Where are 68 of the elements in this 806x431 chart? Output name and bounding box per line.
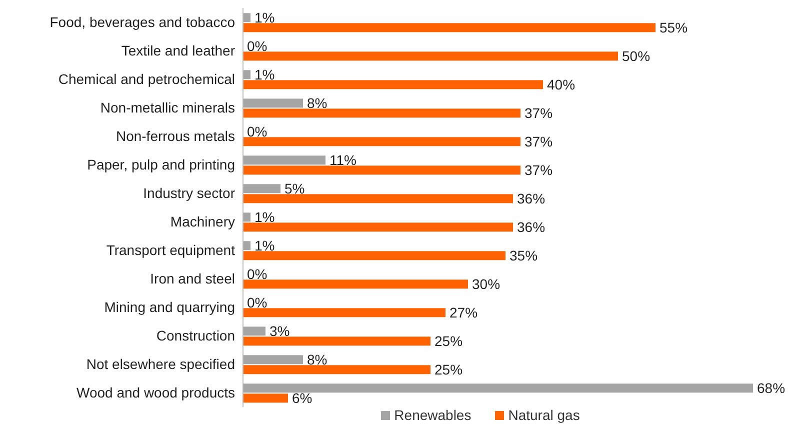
data-label: 0% — [247, 38, 268, 54]
bar — [243, 251, 506, 260]
data-label: 37% — [524, 134, 553, 150]
bar — [243, 98, 303, 108]
y-tick-label: Iron and steel — [150, 270, 235, 287]
y-tick-label: Wood and wood products — [76, 384, 235, 401]
data-label: 0% — [247, 266, 268, 282]
data-label: 8% — [307, 95, 328, 112]
data-label: 3% — [270, 323, 290, 340]
data-label: 27% — [450, 304, 478, 321]
bar — [243, 108, 520, 118]
y-tick-label: Textile and leather — [121, 42, 236, 59]
y-tick-label: Non-metallic minerals — [100, 100, 235, 116]
data-label: 0% — [247, 124, 268, 140]
bar — [243, 80, 543, 90]
data-label: 40% — [547, 76, 576, 93]
bar — [243, 336, 430, 346]
data-label: 30% — [472, 276, 500, 292]
bar — [243, 326, 266, 336]
legend-label: Natural gas — [507, 407, 580, 423]
data-label: 68% — [757, 380, 786, 396]
data-label: 8% — [307, 352, 328, 368]
bar — [243, 166, 520, 175]
data-label: 5% — [284, 180, 305, 197]
y-tick-label: Transport equipment — [106, 242, 236, 258]
data-label: 1% — [254, 238, 275, 254]
data-label: 37% — [524, 105, 553, 122]
data-label: 25% — [434, 362, 463, 378]
data-label: 1% — [254, 66, 275, 83]
data-label: 50% — [622, 48, 650, 64]
bar — [243, 280, 468, 289]
legend-label: Renewables — [393, 407, 472, 423]
bar — [243, 156, 326, 165]
bar — [243, 52, 618, 61]
y-tick-label: Non-ferrous metals — [116, 128, 235, 144]
data-label: 36% — [517, 219, 546, 236]
bar — [243, 13, 250, 22]
bar — [243, 212, 250, 222]
bar — [243, 308, 446, 318]
bar — [243, 394, 288, 403]
data-label: 1% — [254, 209, 275, 226]
bar — [243, 23, 656, 32]
bar — [243, 70, 250, 80]
data-label: 0% — [247, 294, 268, 311]
y-tick-label: Chemical and petrochemical — [58, 71, 235, 88]
data-label: 11% — [330, 152, 356, 168]
data-label: 37% — [524, 162, 553, 178]
data-label: 36% — [517, 190, 546, 207]
y-tick-label: Paper, pulp and printing — [87, 156, 235, 173]
y-tick-label: Machinery — [170, 214, 235, 230]
y-tick-label: Food, beverages and tobacco — [50, 14, 236, 30]
bar — [243, 241, 250, 250]
bar — [243, 355, 303, 364]
y-tick-label: Industry sector — [143, 185, 236, 202]
data-label: 35% — [510, 248, 538, 264]
y-tick-label: Mining and quarrying — [104, 299, 235, 316]
bar — [243, 384, 753, 393]
bar — [243, 137, 520, 146]
data-label: 25% — [434, 333, 463, 350]
y-tick-label: Construction — [156, 328, 235, 344]
bar — [243, 194, 513, 204]
data-label: 1% — [254, 10, 275, 26]
bar — [243, 222, 513, 232]
y-tick-label: Not elsewhere specified — [86, 356, 235, 372]
bar — [243, 184, 280, 194]
data-label: 6% — [292, 390, 312, 406]
bar — [243, 365, 430, 374]
data-label: 55% — [660, 20, 688, 36]
